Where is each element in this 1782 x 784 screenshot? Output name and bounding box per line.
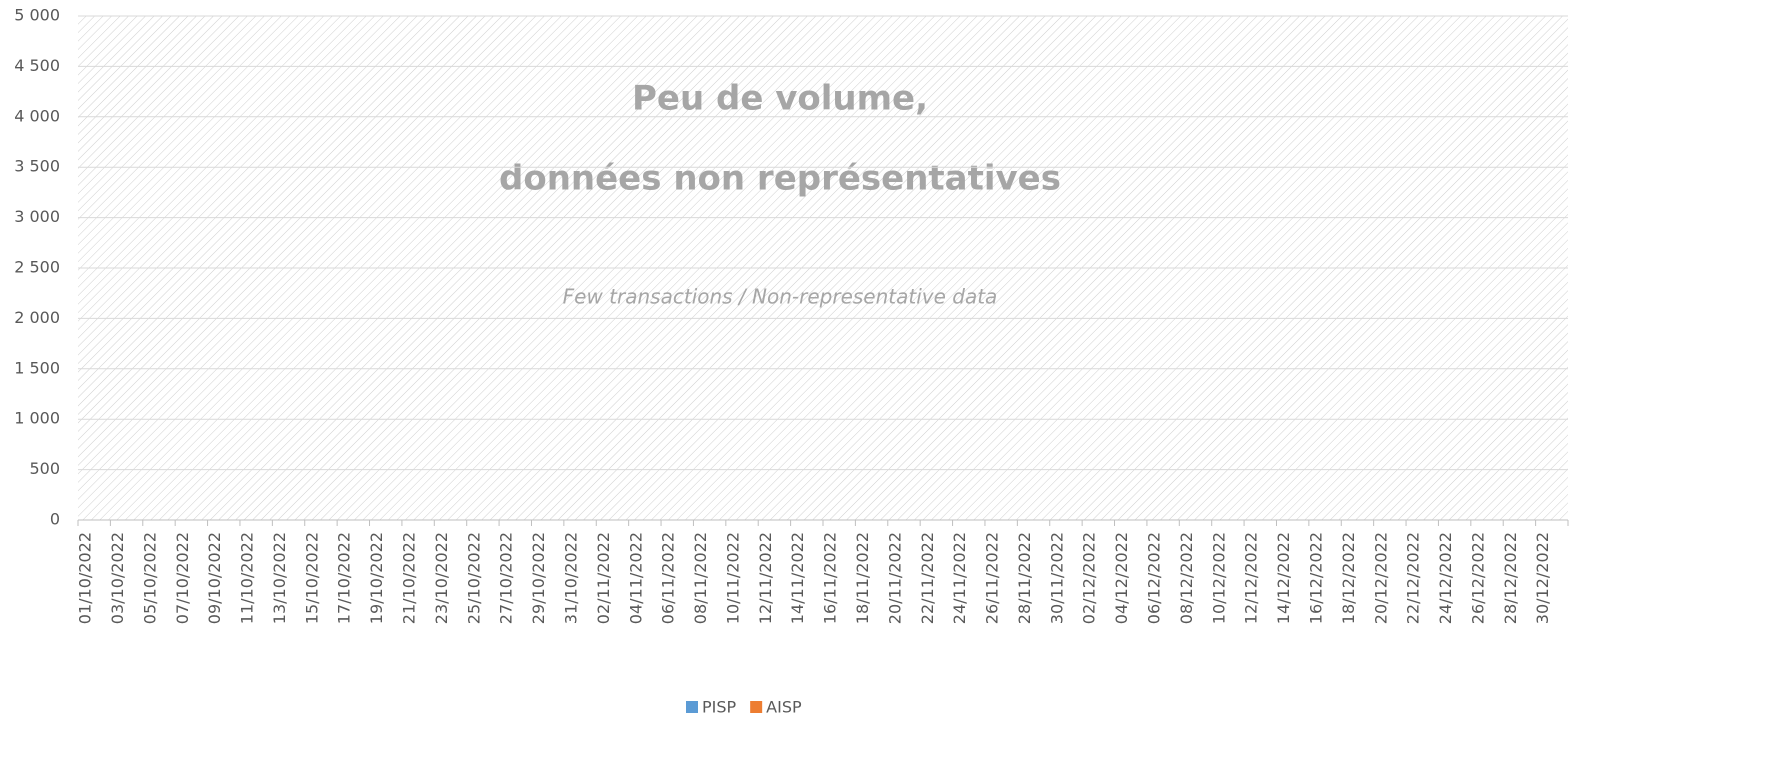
x-tick-label: 18/12/2022 bbox=[1339, 532, 1358, 624]
x-tick-label: 05/10/2022 bbox=[140, 532, 159, 624]
x-tick-label: 02/11/2022 bbox=[594, 532, 613, 624]
annotation: Peu de volume, bbox=[632, 79, 928, 119]
annotation: Few transactions / Non-representative da… bbox=[563, 285, 998, 309]
x-tick-label: 12/12/2022 bbox=[1242, 532, 1261, 624]
x-tick-label: 22/11/2022 bbox=[918, 532, 937, 624]
x-tick-label: 14/11/2022 bbox=[788, 532, 807, 624]
annotation: données non représentatives bbox=[499, 159, 1061, 199]
x-tick-label: 24/12/2022 bbox=[1436, 532, 1455, 624]
x-tick-label: 30/12/2022 bbox=[1533, 532, 1552, 624]
x-tick-label: 10/12/2022 bbox=[1209, 532, 1228, 624]
y-tick-label: 2 000 bbox=[14, 308, 60, 327]
x-tick-label: 26/11/2022 bbox=[983, 532, 1002, 624]
x-tick-label: 08/12/2022 bbox=[1177, 532, 1196, 624]
x-tick-label: 24/11/2022 bbox=[950, 532, 969, 624]
x-tick-label: 21/10/2022 bbox=[400, 532, 419, 624]
x-tick-label: 10/11/2022 bbox=[723, 532, 742, 624]
y-tick-label: 1 000 bbox=[14, 409, 60, 428]
y-tick-label: 3 000 bbox=[14, 207, 60, 226]
x-tick-label: 02/12/2022 bbox=[1080, 532, 1099, 624]
x-tick-label: 27/10/2022 bbox=[497, 532, 516, 624]
x-tick-label: 03/10/2022 bbox=[108, 532, 127, 624]
x-tick-label: 11/10/2022 bbox=[238, 532, 257, 624]
x-tick-label: 04/11/2022 bbox=[626, 532, 645, 624]
x-tick-label: 17/10/2022 bbox=[335, 532, 354, 624]
x-tick-label: 12/11/2022 bbox=[756, 532, 775, 624]
y-tick-label: 3 500 bbox=[14, 157, 60, 176]
x-tick-label: 07/10/2022 bbox=[173, 532, 192, 624]
x-tick-label: 13/10/2022 bbox=[270, 532, 289, 624]
x-tick-label: 31/10/2022 bbox=[561, 532, 580, 624]
x-tick-label: 28/11/2022 bbox=[1015, 532, 1034, 624]
x-tick-label: 16/12/2022 bbox=[1306, 532, 1325, 624]
y-tick-label: 500 bbox=[29, 459, 60, 478]
x-tick-label: 01/10/2022 bbox=[76, 532, 95, 624]
x-tick-label: 04/12/2022 bbox=[1112, 532, 1131, 624]
x-tick-label: 18/11/2022 bbox=[853, 532, 872, 624]
x-tick-label: 06/12/2022 bbox=[1145, 532, 1164, 624]
x-tick-label: 29/10/2022 bbox=[529, 532, 548, 624]
x-tick-label: 26/12/2022 bbox=[1468, 532, 1487, 624]
legend-label: PISP bbox=[702, 698, 737, 717]
x-tick-label: 14/12/2022 bbox=[1274, 532, 1293, 624]
y-tick-label: 4 500 bbox=[14, 56, 60, 75]
x-tick-label: 28/12/2022 bbox=[1501, 532, 1520, 624]
y-tick-label: 1 500 bbox=[14, 358, 60, 377]
x-tick-label: 30/11/2022 bbox=[1047, 532, 1066, 624]
x-tick-label: 19/10/2022 bbox=[367, 532, 386, 624]
x-tick-label: 20/12/2022 bbox=[1371, 532, 1390, 624]
x-tick-label: 20/11/2022 bbox=[885, 532, 904, 624]
x-tick-label: 25/10/2022 bbox=[464, 532, 483, 624]
x-tick-label: 23/10/2022 bbox=[432, 532, 451, 624]
legend-swatch bbox=[750, 701, 763, 713]
legend-label: AISP bbox=[766, 698, 802, 717]
legend-swatch bbox=[686, 701, 698, 713]
x-tick-label: 06/11/2022 bbox=[659, 532, 678, 624]
x-tick-label: 15/10/2022 bbox=[302, 532, 321, 624]
y-tick-label: 5 000 bbox=[14, 6, 60, 25]
x-tick-label: 22/12/2022 bbox=[1404, 532, 1423, 624]
y-tick-label: 4 000 bbox=[14, 106, 60, 125]
x-tick-label: 09/10/2022 bbox=[205, 532, 224, 624]
y-tick-label: 2 500 bbox=[14, 258, 60, 277]
x-tick-label: 08/11/2022 bbox=[691, 532, 710, 624]
x-tick-label: 16/11/2022 bbox=[821, 532, 840, 624]
y-tick-label: 0 bbox=[50, 510, 60, 529]
